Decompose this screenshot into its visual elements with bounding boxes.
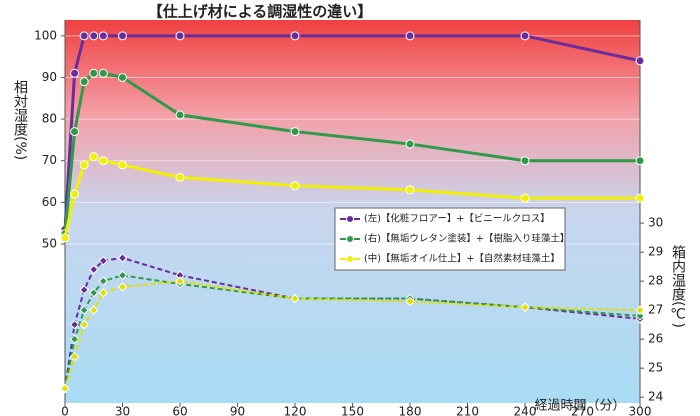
legend-label: (中)【無垢オイル仕上】+【自然素材珪藻土】 (364, 253, 560, 265)
x-tick-label: 60 (172, 405, 187, 416)
point (79, 305, 89, 315)
y-tick-label: 50 (42, 236, 57, 250)
legend: (左)【化粧フロアー】+【ビニールクロス】 (右)【無垢ウレタン塗装】+【樹脂入り… (334, 207, 569, 271)
y-tick-label: 70 (42, 153, 57, 167)
y-tick-label: 80 (42, 112, 57, 126)
y-tick-label: 90 (42, 70, 57, 84)
point (635, 311, 645, 321)
point (175, 31, 185, 41)
point (520, 193, 530, 203)
y2-tick-label: 24 (648, 390, 663, 404)
legend-marker (346, 235, 354, 243)
y2-tick-label: 30 (648, 216, 663, 230)
point (405, 185, 415, 195)
y-axis-label: 相対湿度(%) (12, 80, 28, 160)
point (520, 31, 530, 41)
y2-tick-label: 26 (648, 332, 663, 346)
point (98, 276, 109, 286)
point (175, 276, 185, 286)
point (405, 139, 415, 149)
point (70, 127, 80, 137)
point (89, 305, 99, 315)
point (89, 288, 99, 298)
point (60, 383, 70, 394)
x-tick-label: 210 (456, 405, 479, 416)
point (89, 152, 99, 162)
point (89, 264, 99, 275)
y2-tick-label: 27 (648, 303, 663, 317)
point (117, 270, 128, 281)
point (635, 56, 645, 66)
point (118, 160, 127, 170)
y2-tick-label: 29 (648, 245, 663, 259)
chart-title: 【仕上げ材による調湿性の違い】 (148, 3, 373, 21)
point (117, 253, 128, 263)
point (290, 181, 300, 191)
legend-label: (右)【無垢ウレタン塗装】+【樹脂入り珪藻土】 (364, 233, 569, 245)
point (175, 110, 185, 120)
x-tick-label: 120 (284, 405, 307, 416)
point (98, 68, 108, 78)
point (98, 156, 108, 166)
point (60, 233, 70, 243)
point (118, 31, 127, 41)
y-tick-label: 100 (34, 28, 57, 42)
point (79, 31, 89, 41)
point (118, 72, 127, 82)
point (79, 160, 89, 170)
y2-tick-label: 25 (648, 361, 663, 375)
y-tick-label: 60 (42, 195, 57, 209)
point (290, 293, 300, 304)
point (79, 77, 89, 87)
point (89, 31, 99, 41)
x-tick-label: 30 (115, 405, 130, 416)
x-axis-label: 経過時間（分） (534, 399, 625, 414)
legend-label: (左)【化粧フロアー】+【ビニールクロス】 (364, 213, 550, 225)
point (405, 31, 415, 41)
point (70, 189, 80, 199)
point (69, 351, 80, 362)
x-tick-label: 90 (230, 405, 245, 416)
point (290, 127, 300, 137)
point (635, 156, 645, 166)
point (635, 193, 645, 203)
point (405, 296, 415, 307)
x-tick-label: 180 (399, 405, 422, 416)
point (79, 319, 89, 330)
point (175, 172, 185, 182)
point (98, 31, 108, 41)
point (98, 288, 109, 298)
x-tick-label: 150 (341, 405, 364, 416)
point (117, 282, 128, 292)
point (79, 285, 89, 295)
x-tick-label: 0 (61, 405, 69, 416)
x-tick-label: 240 (514, 405, 537, 416)
point (635, 305, 645, 315)
point (520, 302, 530, 312)
point (89, 68, 99, 78)
legend-box (334, 207, 566, 271)
point (70, 68, 80, 78)
x-tick-label: 270 (571, 405, 594, 416)
legend-marker (346, 215, 354, 223)
x-tick-label: 300 (629, 405, 652, 416)
point (69, 319, 80, 330)
y2-axis-label: 箱内温度(℃) (670, 245, 686, 328)
point (69, 334, 80, 344)
y2-tick-label: 28 (648, 274, 663, 288)
legend-marker (346, 255, 354, 263)
point (290, 31, 300, 41)
point (520, 156, 530, 166)
point (98, 256, 109, 266)
